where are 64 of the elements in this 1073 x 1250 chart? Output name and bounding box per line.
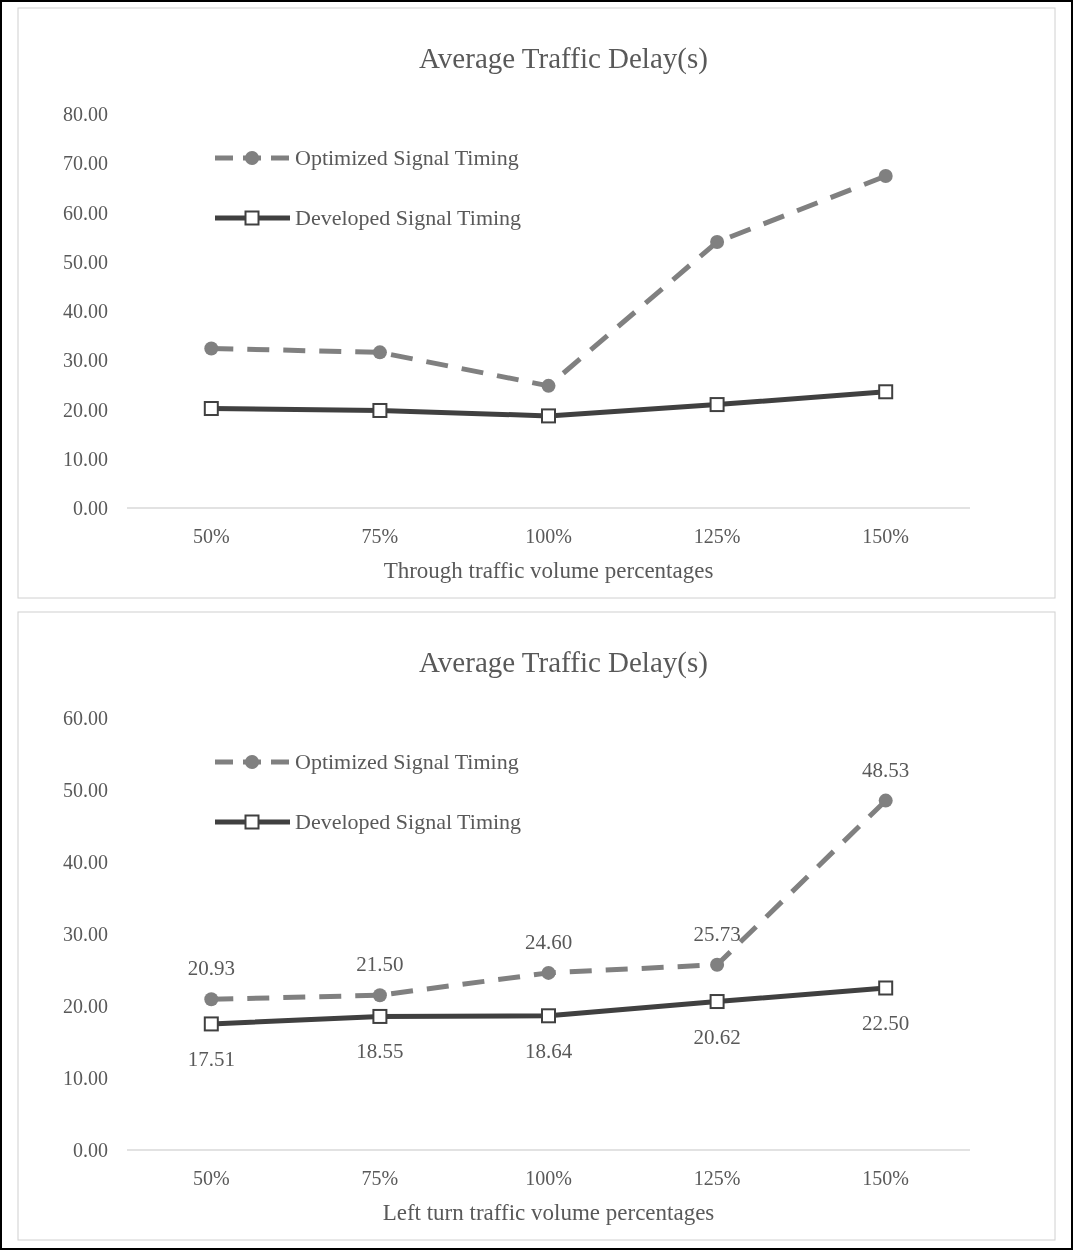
x-tick-label: 100% — [525, 525, 572, 547]
point — [878, 169, 893, 184]
data-label: 18.64 — [524, 1038, 573, 1063]
y-tick-label: 40.00 — [63, 851, 108, 873]
y-tick-label: 50.00 — [63, 779, 108, 801]
x-tick-label: 75% — [361, 1167, 399, 1189]
point — [372, 988, 387, 1003]
y-tick-label: 40.00 — [63, 300, 108, 322]
y-tick-label: 70.00 — [63, 152, 108, 175]
point — [709, 397, 725, 413]
point — [541, 408, 556, 424]
y-tick-label: 50.00 — [63, 250, 108, 273]
data-label: 20.62 — [693, 1024, 741, 1049]
legend-label: Developed Signal Timing — [295, 809, 522, 834]
x-tick-label: 125% — [693, 525, 741, 547]
point — [372, 1008, 388, 1024]
y-tick-label: 0.00 — [73, 1139, 108, 1161]
y-tick-label: 30.00 — [63, 349, 108, 372]
legend-label: Optimized Signal Timing — [295, 749, 519, 774]
data-label: 18.55 — [356, 1039, 404, 1064]
point — [709, 994, 725, 1010]
y-tick-label: 60.00 — [63, 201, 108, 224]
x-tick-label: 50% — [192, 525, 230, 547]
data-label: 48.53 — [862, 757, 910, 782]
point — [710, 957, 725, 972]
data-label: 24.60 — [524, 929, 573, 954]
x-tick-label: 100% — [525, 1167, 572, 1189]
y-tick-label: 10.00 — [63, 447, 108, 470]
point — [878, 384, 894, 400]
point — [878, 793, 893, 808]
point — [541, 1008, 556, 1024]
x-axis-title: Left turn traffic volume percentages — [382, 1200, 715, 1225]
y-tick-label: 60.00 — [63, 707, 108, 729]
data-label: 22.50 — [862, 1011, 910, 1035]
y-tick-label: 10.00 — [63, 1067, 108, 1089]
y-tick-label: 80.00 — [63, 103, 108, 125]
x-tick-label: 125% — [693, 1167, 741, 1189]
point — [710, 235, 725, 250]
point — [541, 965, 556, 980]
data-label: 21.50 — [356, 952, 404, 977]
y-tick-label: 20.00 — [63, 995, 108, 1017]
point — [541, 378, 556, 393]
data-label: 25.73 — [693, 921, 741, 946]
y-tick-label: 30.00 — [63, 923, 108, 945]
x-tick-label: 150% — [862, 1167, 910, 1189]
point — [372, 345, 387, 360]
legend-label: Optimized Signal Timing — [295, 145, 519, 170]
chart-title: Average Traffic Delay(s) — [419, 42, 708, 75]
y-tick-label: 20.00 — [63, 398, 108, 421]
point — [203, 401, 219, 417]
point — [203, 1016, 219, 1032]
y-tick-label: 0.00 — [73, 497, 108, 519]
chart-title: Average Traffic Delay(s) — [419, 646, 708, 679]
x-tick-label: 150% — [862, 525, 910, 547]
data-label: 17.51 — [187, 1046, 235, 1071]
x-axis-title: Through traffic volume percentages — [383, 558, 714, 583]
point — [372, 402, 388, 418]
point — [878, 980, 894, 996]
point — [204, 341, 219, 356]
point — [204, 992, 219, 1007]
legend-label: Developed Signal Timing — [295, 205, 522, 230]
x-tick-label: 50% — [192, 1167, 230, 1189]
x-tick-label: 75% — [361, 525, 399, 547]
data-label: 20.93 — [187, 956, 235, 981]
